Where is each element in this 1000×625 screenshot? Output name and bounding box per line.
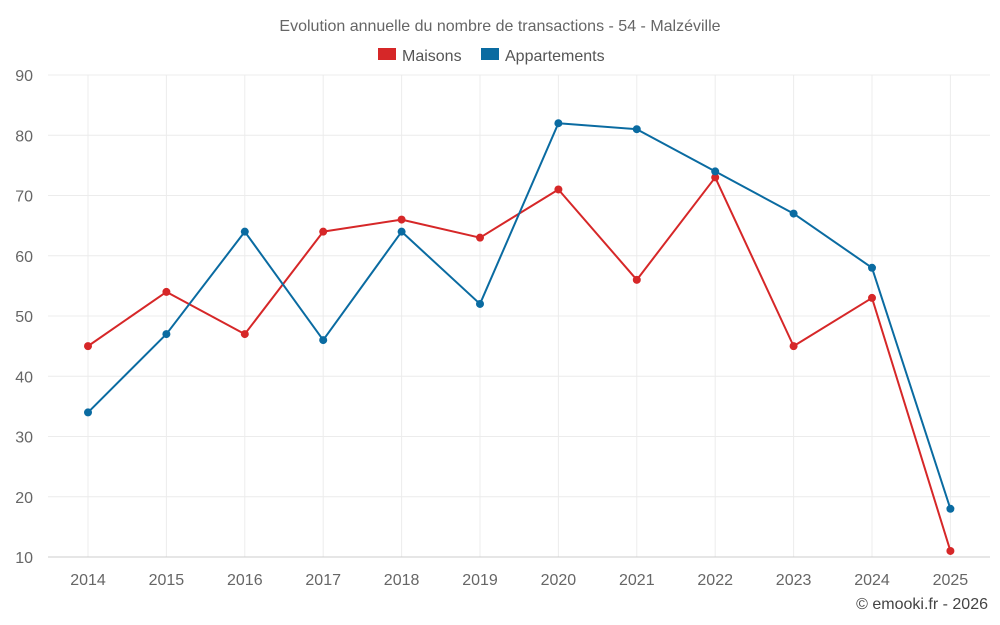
data-point-appartements-2024[interactable] (868, 263, 876, 272)
x-gridlines (87, 75, 951, 557)
x-tick-label-2014: 2014 (70, 572, 106, 589)
y-tick-label-30: 30 (15, 430, 33, 447)
data-point-appartements-2014[interactable] (84, 408, 92, 417)
data-point-maisons-2016[interactable] (240, 330, 249, 339)
x-tick-label-2019: 2019 (462, 572, 498, 589)
x-tick-label-2020: 2020 (541, 572, 577, 589)
chart-legend: Maisons Appartements (378, 48, 605, 65)
x-tick-label-2016: 2016 (227, 572, 263, 589)
x-tick-label-2025: 2025 (933, 572, 969, 589)
legend-label-appartements[interactable]: Appartements (505, 48, 605, 65)
series-group (84, 119, 955, 555)
x-tick-label-2017: 2017 (305, 572, 341, 589)
y-tick-label-20: 20 (15, 490, 33, 507)
data-point-maisons-2017[interactable] (319, 227, 328, 236)
credit-text: © emooki.fr - 2026 (856, 596, 988, 613)
data-point-maisons-2014[interactable] (84, 342, 92, 351)
data-point-appartements-2017[interactable] (319, 336, 328, 345)
data-point-appartements-2020[interactable] (554, 119, 563, 128)
chart-title: Evolution annuelle du nombre de transact… (279, 18, 720, 35)
data-point-appartements-2018[interactable] (397, 227, 406, 236)
x-tick-label-2021: 2021 (619, 572, 655, 589)
y-tick-label-50: 50 (15, 309, 33, 326)
x-tick-label-2022: 2022 (697, 572, 733, 589)
data-point-maisons-2023[interactable] (789, 342, 798, 351)
data-point-appartements-2025[interactable] (946, 504, 955, 513)
data-point-appartements-2016[interactable] (240, 227, 249, 236)
y-tick-label-60: 60 (15, 249, 33, 266)
y-tick-label-80: 80 (15, 128, 33, 145)
x-axis-ticks: 2014 2015 2016 2017 2018 2019 2020 2021 2022 2023… (70, 572, 968, 589)
legend-label-maisons[interactable]: Maisons (402, 48, 462, 65)
y-tick-label-10: 10 (15, 550, 33, 567)
legend-swatch-maisons (378, 48, 396, 60)
data-point-maisons-2025[interactable] (946, 546, 955, 555)
data-point-maisons-2021[interactable] (632, 275, 641, 284)
data-point-appartements-2019[interactable] (476, 299, 484, 308)
y-gridlines (48, 74, 990, 498)
series-line-appartements (87, 122, 952, 510)
y-tick-label-40: 40 (15, 369, 33, 386)
data-point-maisons-2024[interactable] (868, 293, 876, 302)
data-point-maisons-2018[interactable] (397, 215, 406, 224)
data-point-appartements-2015[interactable] (162, 330, 171, 339)
x-tick-label-2023: 2023 (776, 572, 812, 589)
x-tick-label-2024: 2024 (854, 572, 890, 589)
data-point-appartements-2023[interactable] (789, 209, 798, 218)
y-axis-ticks: 10 20 30 40 50 60 70 80 90 (15, 68, 33, 567)
legend-swatch-appartements (481, 48, 499, 60)
data-point-maisons-2015[interactable] (162, 287, 171, 296)
x-tick-label-2015: 2015 (149, 572, 185, 589)
x-tick-label-2018: 2018 (384, 572, 420, 589)
data-point-appartements-2021[interactable] (632, 125, 641, 134)
data-point-appartements-2022[interactable] (711, 167, 720, 176)
data-point-maisons-2020[interactable] (554, 185, 563, 194)
data-point-maisons-2019[interactable] (476, 233, 484, 242)
data-point-maisons-2022[interactable] (711, 173, 720, 182)
y-tick-label-90: 90 (15, 68, 33, 85)
y-tick-label-70: 70 (15, 189, 33, 206)
